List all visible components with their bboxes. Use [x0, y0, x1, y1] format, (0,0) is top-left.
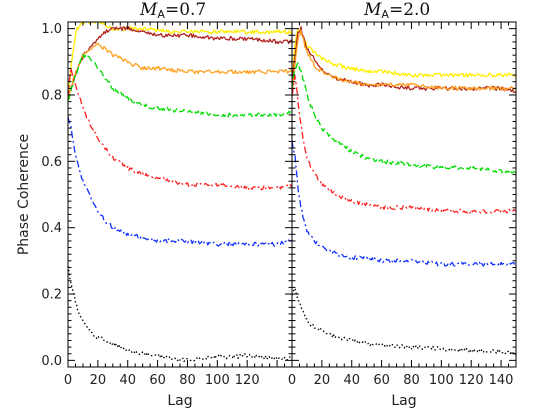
series-line-2: [68, 26, 292, 95]
x-tick-label: 80: [179, 373, 196, 388]
title-symbol: M: [139, 0, 158, 20]
x-tick-label: 0: [288, 373, 296, 388]
y-tick-label: 1.0: [41, 22, 62, 37]
x-axis-label: Lag: [391, 393, 416, 409]
series-line-5: [292, 75, 516, 214]
x-tick-label: 100: [429, 373, 454, 388]
title-symbol: M: [363, 0, 382, 20]
x-tick-label: 120: [235, 373, 260, 388]
x-axis-label: Lag: [167, 393, 192, 409]
x-tick-label: 40: [119, 373, 136, 388]
x-tick-label: 100: [205, 373, 230, 388]
plot-frame: [67, 21, 293, 368]
y-tick-label: 0.2: [41, 288, 62, 303]
series-line-6: [292, 140, 516, 267]
series-line-1: [292, 28, 516, 80]
y-tick-label: 0.8: [41, 88, 62, 103]
series-line-5: [68, 67, 292, 191]
x-tick-label: 20: [314, 373, 331, 388]
series-line-3: [68, 42, 292, 101]
x-tick-label: 80: [403, 373, 420, 388]
series-line-3: [292, 29, 516, 96]
x-tick-label: 60: [149, 373, 166, 388]
series-line-1: [68, 22, 292, 98]
x-tick-label: 20: [90, 373, 107, 388]
series-line-7: [68, 265, 292, 363]
panel-1: 0 20 40 60 80 100 120 0.0 0.2 0.4 0.6 0.8 1.0 Lag Phas…: [16, 0, 293, 409]
y-tick-label: 0.0: [41, 354, 62, 369]
series-line-6: [68, 116, 292, 247]
x-tick-label: 40: [343, 373, 360, 388]
x-tick-label: 140: [489, 373, 514, 388]
panel-title: MA=0.7: [139, 0, 206, 21]
series-line-4: [68, 53, 292, 118]
x-tick-label: 120: [459, 373, 484, 388]
series-group: [68, 22, 292, 363]
title-subscript: A: [381, 8, 389, 21]
series-group: [292, 26, 516, 357]
y-axis-label: Phase Coherence: [16, 134, 32, 255]
panel-title: MA=2.0: [363, 0, 430, 21]
panel-2: 0 20 40 60 80 100 120 140 Lag MA=2.0: [288, 0, 517, 409]
title-value: =0.7: [165, 0, 206, 20]
y-tick-label: 0.4: [41, 221, 62, 236]
x-tick-label: 60: [373, 373, 390, 388]
title-subscript: A: [157, 8, 165, 21]
y-tick-label: 0.6: [41, 155, 62, 170]
title-value: =2.0: [389, 0, 430, 20]
x-tick-label: 0: [64, 373, 72, 388]
series-line-4: [292, 62, 516, 174]
series-line-7: [292, 287, 516, 357]
